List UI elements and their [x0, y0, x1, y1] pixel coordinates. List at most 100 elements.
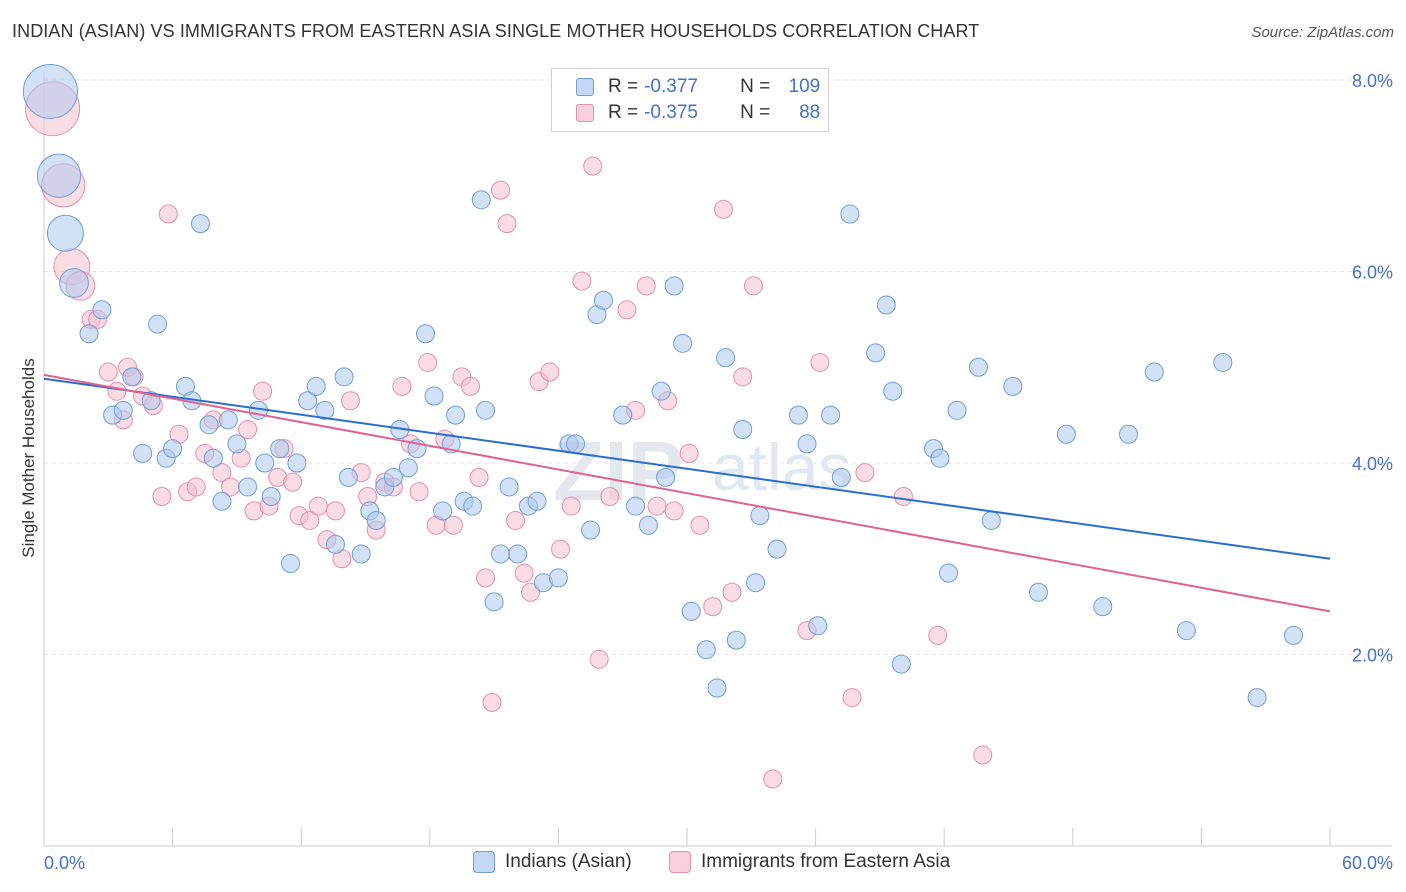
y-tick-label: 4.0% — [1352, 454, 1393, 474]
legend-item-immigrants[interactable]: Immigrants from Eastern Asia — [669, 851, 950, 873]
indians-asian-point — [122, 367, 142, 387]
immigrants-eastern-asia-point — [300, 510, 320, 530]
indians-asian-point — [366, 510, 386, 530]
indians-asian-point — [1029, 582, 1049, 602]
indians-asian-point — [1003, 376, 1023, 396]
series-indians-asian — [22, 63, 1304, 708]
immigrants-eastern-asia-point — [733, 367, 753, 387]
indians-asian-point — [255, 453, 275, 473]
indians-asian-point — [446, 405, 466, 425]
legend-swatch-pink — [576, 104, 594, 122]
indians-asian-point — [1176, 621, 1196, 641]
indians-asian-point — [750, 506, 770, 526]
indians-asian-point — [306, 376, 326, 396]
y-tick-label: 2.0% — [1352, 646, 1393, 666]
immigrants-eastern-asia-point — [443, 515, 463, 535]
indians-asian-point — [212, 491, 232, 511]
y-ticks: 2.0% 4.0% 6.0% 8.0% — [1352, 71, 1393, 666]
indians-asian-point — [433, 501, 453, 521]
immigrants-eastern-asia-point — [690, 515, 710, 535]
immigrants-eastern-asia-point — [506, 510, 526, 530]
axes — [43, 72, 1392, 847]
legend-r-value-pink: -0.375 — [644, 102, 698, 123]
indians-asian-point — [947, 400, 967, 420]
indians-asian-point — [981, 510, 1001, 530]
immigrants-eastern-asia-point — [238, 419, 258, 439]
indians-asian-point — [133, 443, 153, 463]
indians-asian-point — [638, 515, 658, 535]
indians-asian-point — [199, 415, 219, 435]
immigrants-eastern-asia-point — [392, 376, 412, 396]
indians-asian-point — [280, 554, 300, 574]
legend-r-value-blue: -0.377 — [644, 76, 698, 97]
immigrants-eastern-asia-point — [418, 352, 438, 372]
indians-asian-point — [726, 630, 746, 650]
indians-asian-point — [508, 544, 528, 564]
immigrants-eastern-asia-point — [212, 463, 232, 483]
indians-asian-point — [218, 410, 238, 430]
indians-asian-point — [338, 467, 358, 487]
indians-asian-point — [113, 400, 133, 420]
indians-asian-point — [707, 678, 727, 698]
indians-asian-point — [325, 534, 345, 554]
indians-asian-point — [1144, 362, 1164, 382]
immigrants-eastern-asia-point — [855, 463, 875, 483]
immigrants-eastern-asia-point — [186, 477, 206, 497]
indians-asian-point — [484, 592, 504, 612]
legend-row-immigrants: R = -0.375 N = 88 — [576, 101, 820, 125]
legend-item-indians[interactable]: Indians (Asian) — [473, 851, 632, 873]
indians-asian-point — [163, 439, 183, 459]
immigrants-eastern-asia-point — [308, 496, 328, 516]
immigrants-eastern-asia-point — [664, 501, 684, 521]
indians-asian-point — [651, 381, 671, 401]
indians-asian-point — [673, 333, 693, 353]
indians-asian-point — [315, 400, 335, 420]
immigrants-eastern-asia-point — [476, 568, 496, 588]
immigrants-eastern-asia-point — [469, 467, 489, 487]
indians-asian-point — [22, 63, 78, 119]
immigrants-eastern-asia-point — [763, 769, 783, 789]
indians-asian-point — [808, 616, 828, 636]
indians-asian-point — [656, 467, 676, 487]
x-tick-label-min: 0.0% — [44, 853, 85, 873]
indians-asian-point — [36, 153, 82, 198]
legend-r-label-blue: R = — [608, 76, 639, 97]
immigrants-eastern-asia-point — [98, 362, 118, 382]
indians-asian-point — [59, 268, 89, 298]
indians-asian-point — [876, 295, 896, 315]
immigrants-eastern-asia-point — [461, 376, 481, 396]
legend-n-label-blue: N = — [740, 76, 771, 97]
indians-asian-point — [821, 405, 841, 425]
indians-asian-point — [733, 419, 753, 439]
legend-swatch-indians — [473, 851, 495, 873]
legend-label-immigrants: Immigrants from Eastern Asia — [701, 851, 951, 872]
indians-asian-point — [566, 434, 586, 454]
indians-asian-point — [334, 367, 354, 387]
legend-swatch-blue — [576, 78, 594, 96]
grid-lines — [44, 79, 1392, 655]
y-axis-label: Single Mother Households — [19, 358, 38, 557]
immigrants-eastern-asia-point — [283, 472, 303, 492]
indians-asian-point — [1284, 625, 1304, 645]
indians-asian-point — [227, 434, 247, 454]
immigrants-eastern-asia-point — [158, 204, 178, 224]
immigrants-eastern-asia-point — [409, 482, 429, 502]
immigrants-eastern-asia-point — [810, 352, 830, 372]
immigrants-eastern-asia-point — [152, 487, 172, 507]
watermark-atlas: atlas — [712, 430, 851, 504]
indians-asian-point — [716, 348, 736, 368]
immigrants-eastern-asia-point — [253, 381, 273, 401]
indians-asian-point — [840, 204, 860, 224]
trend-line-immigrants — [43, 373, 1331, 613]
indians-asian-point — [613, 405, 633, 425]
indians-asian-point — [681, 601, 701, 621]
trend-lines — [43, 373, 1331, 613]
legend-n-label-pink: N = — [740, 102, 771, 123]
x-ticks — [43, 828, 1331, 846]
indians-asian-point — [883, 381, 903, 401]
indians-asian-point — [203, 448, 223, 468]
indians-asian-point — [626, 496, 646, 516]
indians-asian-point — [767, 539, 787, 559]
immigrants-eastern-asia-point — [973, 745, 993, 765]
indians-asian-point — [190, 214, 210, 234]
